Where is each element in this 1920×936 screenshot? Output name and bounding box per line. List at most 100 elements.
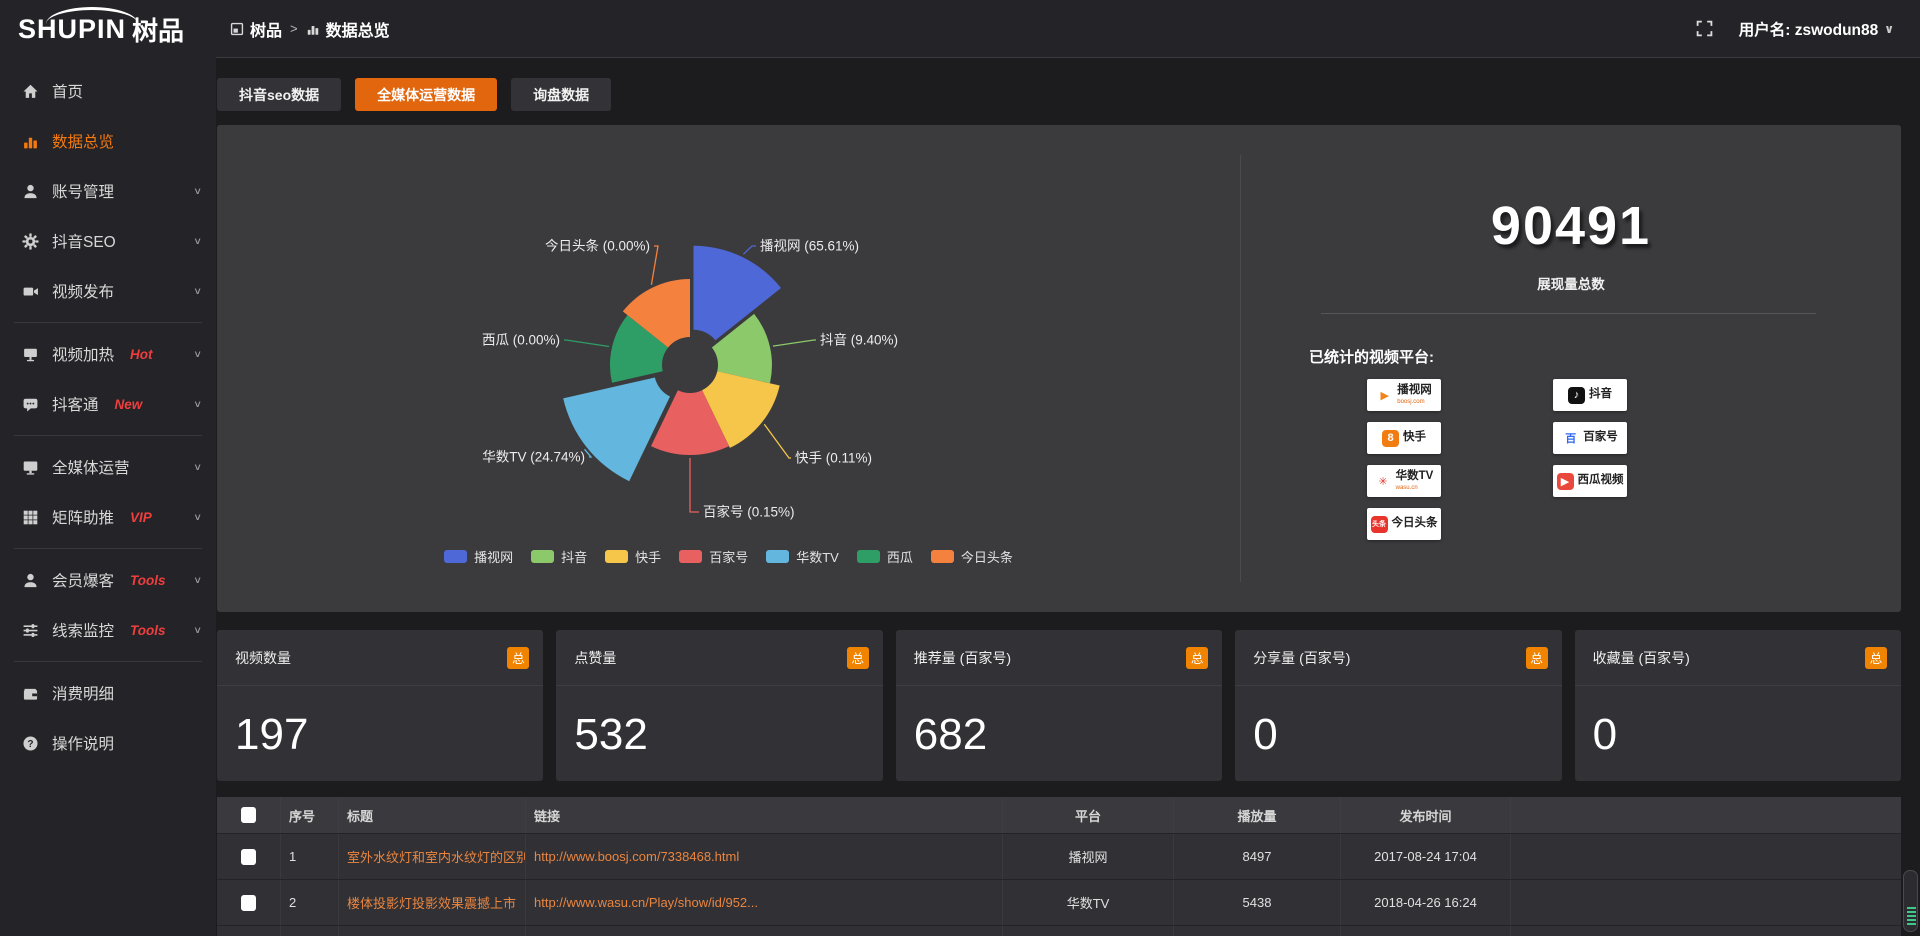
pie-slice-华数TV[interactable]	[563, 377, 670, 482]
table-cell: 2018-04-26 16:24	[1341, 880, 1511, 925]
legend-item-百家号[interactable]: 百家号	[679, 547, 748, 566]
sidebar-item-gear-3[interactable]: 抖音SEO ∨	[0, 216, 216, 266]
bars-icon	[306, 22, 320, 36]
row-checkbox[interactable]	[241, 894, 256, 911]
legend-item-快手[interactable]: 快手	[605, 547, 661, 566]
breadcrumb-item[interactable]: 树品	[230, 17, 282, 41]
sidebar-item-user-9[interactable]: 会员爆客 Tools ∨	[0, 555, 216, 605]
stat-cards-row: 视频数量总 197 点赞量总 532 推荐量 (百家号) 总 682 分享量 (百家号) 总 0 收…	[217, 630, 1901, 781]
breadcrumb-label: 树品	[250, 22, 283, 40]
link-text[interactable]: http://www.wasu.cn/Play/show/id/952...	[534, 895, 758, 910]
link-text[interactable]: 楼体投影灯投影效果震撼上市	[347, 896, 517, 911]
pie-label-line	[772, 339, 816, 347]
total-badge: 总	[1525, 646, 1548, 669]
stat-card-value: 197	[235, 710, 309, 759]
platform-badge-华数TV: ✳ 华数TV wasu.cn	[1367, 465, 1441, 497]
legend-label: 西瓜	[886, 550, 913, 565]
video-title-cell	[339, 926, 526, 936]
pie-slice-快手[interactable]	[702, 371, 780, 448]
sidebar-item-wallet-11[interactable]: 消费明细	[0, 668, 216, 718]
row-checkbox[interactable]	[241, 848, 256, 865]
sidebar-item-label: 抖音SEO	[52, 234, 116, 251]
sidebar-item-monitor-7[interactable]: 全媒体运营 ∨	[0, 442, 216, 492]
table-cell	[1341, 926, 1511, 936]
data-tabs: 抖音seo数据 全媒体运营数据 询盘数据	[217, 78, 612, 111]
topbar-right: 用户名: zswodun88 ∨	[1696, 18, 1920, 40]
legend-item-西瓜[interactable]: 西瓜	[856, 547, 913, 566]
app-logo[interactable]: SHUPIN 树品	[0, 0, 216, 58]
table-cell: 5438	[1174, 880, 1341, 925]
sidebar-item-home-0[interactable]: 首页	[0, 66, 216, 116]
platform-badge-播视网: ▶ 播视网 boosj.com	[1367, 379, 1441, 411]
sidebar-item-grid-8[interactable]: 矩阵助推 VIP ∨	[0, 492, 216, 542]
platform-logo-icon: ✳	[1374, 472, 1392, 490]
sidebar-item-label: 数据总览	[52, 134, 115, 151]
sidebar-item-label: 线索监控	[52, 623, 115, 640]
sidebar-item-chat-6[interactable]: 抖客通 New ∨	[0, 379, 216, 429]
pie-label-line	[763, 423, 791, 459]
pie-slice-播视网[interactable]	[693, 245, 782, 341]
logo-text-cn: 树品	[132, 15, 185, 46]
fullscreen-icon[interactable]	[1696, 20, 1713, 37]
table-header-cell: 序号	[281, 797, 339, 833]
rose-pie-chart[interactable]: 播视网 (65.61%) 抖音 (9.40%) 快手 (0.11%) 百家号 (0.1…	[217, 125, 1240, 545]
chevron-down-icon: ∨	[193, 461, 202, 473]
total-badge: 总	[846, 646, 869, 669]
platform-name: 华数TV	[1395, 470, 1434, 483]
gear-icon	[22, 233, 39, 250]
total-badge: 总	[1864, 646, 1887, 669]
chevron-down-icon: ∨	[193, 185, 202, 197]
widget-stripes-icon	[1907, 907, 1916, 926]
video-link-cell: http://www.boosj.com/7338468.html	[526, 834, 1003, 879]
sidebar-item-video-4[interactable]: 视频发布 ∨	[0, 266, 216, 316]
pie-chart-area: 播视网 (65.61%) 抖音 (9.40%) 快手 (0.11%) 百家号 (0.1…	[217, 125, 1240, 612]
legend-item-华数TV[interactable]: 华数TV	[766, 547, 839, 566]
pie-slice-今日头条[interactable]	[622, 279, 690, 348]
sidebar-item-screen-5[interactable]: 视频加热 Hot ∨	[0, 329, 216, 379]
grid-icon	[22, 509, 39, 526]
pie-label-line	[584, 448, 593, 458]
question-icon	[22, 735, 39, 752]
logo-text-en: SHUPIN	[18, 6, 139, 44]
sidebar-item-user-2[interactable]: 账号管理 ∨	[0, 166, 216, 216]
pie-label-今日头条: 今日头条 (0.00%)	[545, 238, 650, 254]
platform-name: 今日头条	[1391, 517, 1438, 530]
pie-slice-抖音[interactable]	[711, 313, 772, 384]
table-cell	[1511, 834, 1901, 879]
sidebar-item-sliders-10[interactable]: 线索监控 Tools ∨	[0, 605, 216, 655]
legend-item-播视网[interactable]: 播视网	[444, 547, 513, 566]
pie-slice-百家号[interactable]	[651, 390, 729, 455]
floating-widget[interactable]	[1903, 870, 1918, 932]
bars-icon	[22, 133, 39, 150]
chevron-down-icon: ∨	[193, 285, 202, 297]
window-icon	[230, 22, 244, 36]
platform-badge-今日头条: 头条 今日头条	[1367, 508, 1441, 540]
table-header-cell	[217, 797, 281, 833]
user-icon	[22, 572, 39, 589]
link-text[interactable]: http://www.boosj.com/7338468.html	[534, 849, 740, 864]
sidebar-divider	[14, 661, 202, 662]
breadcrumb-item[interactable]: 数据总览	[306, 17, 390, 41]
table-header-cell: 发布时间	[1341, 797, 1511, 833]
tab-全媒体运营数据[interactable]: 全媒体运营数据	[355, 78, 498, 111]
sidebar-item-label: 首页	[52, 84, 84, 101]
home-icon	[22, 83, 39, 100]
legend-item-今日头条[interactable]: 今日头条	[930, 547, 1013, 566]
table-header-cell: 平台	[1003, 797, 1174, 833]
select-all-checkbox[interactable]	[241, 807, 256, 823]
stat-card-点赞量: 点赞量 总 532	[556, 630, 883, 781]
link-text[interactable]: 室外水纹灯和室内水纹灯的区别和简介	[347, 850, 525, 865]
pie-slice-西瓜[interactable]	[610, 315, 669, 383]
platform-badges: ▶ 播视网 boosj.com ♪ 抖音 8 快手百百家号 ✳ 华数TV wasu.cn ▶ 西瓜视频…	[1367, 379, 1627, 540]
sidebar-item-question-12[interactable]: 操作说明	[0, 718, 216, 768]
sidebar-item-bars-1[interactable]: 数据总览	[0, 116, 216, 166]
tab-抖音seo数据[interactable]: 抖音seo数据	[217, 78, 342, 111]
breadcrumb: 树品 > 数据总览	[230, 17, 390, 41]
pie-label-播视网: 播视网 (65.61%)	[760, 239, 859, 254]
tab-询盘数据[interactable]: 询盘数据	[511, 78, 612, 111]
legend-swatch	[444, 550, 468, 563]
legend-item-抖音[interactable]: 抖音	[531, 547, 587, 566]
user-menu[interactable]: 用户名: zswodun88 ∨	[1739, 18, 1894, 40]
summary-area: 90491 展现量总数 已统计的视频平台: ▶ 播视网 boosj.com ♪ 抖音 8 快…	[1241, 125, 1901, 612]
